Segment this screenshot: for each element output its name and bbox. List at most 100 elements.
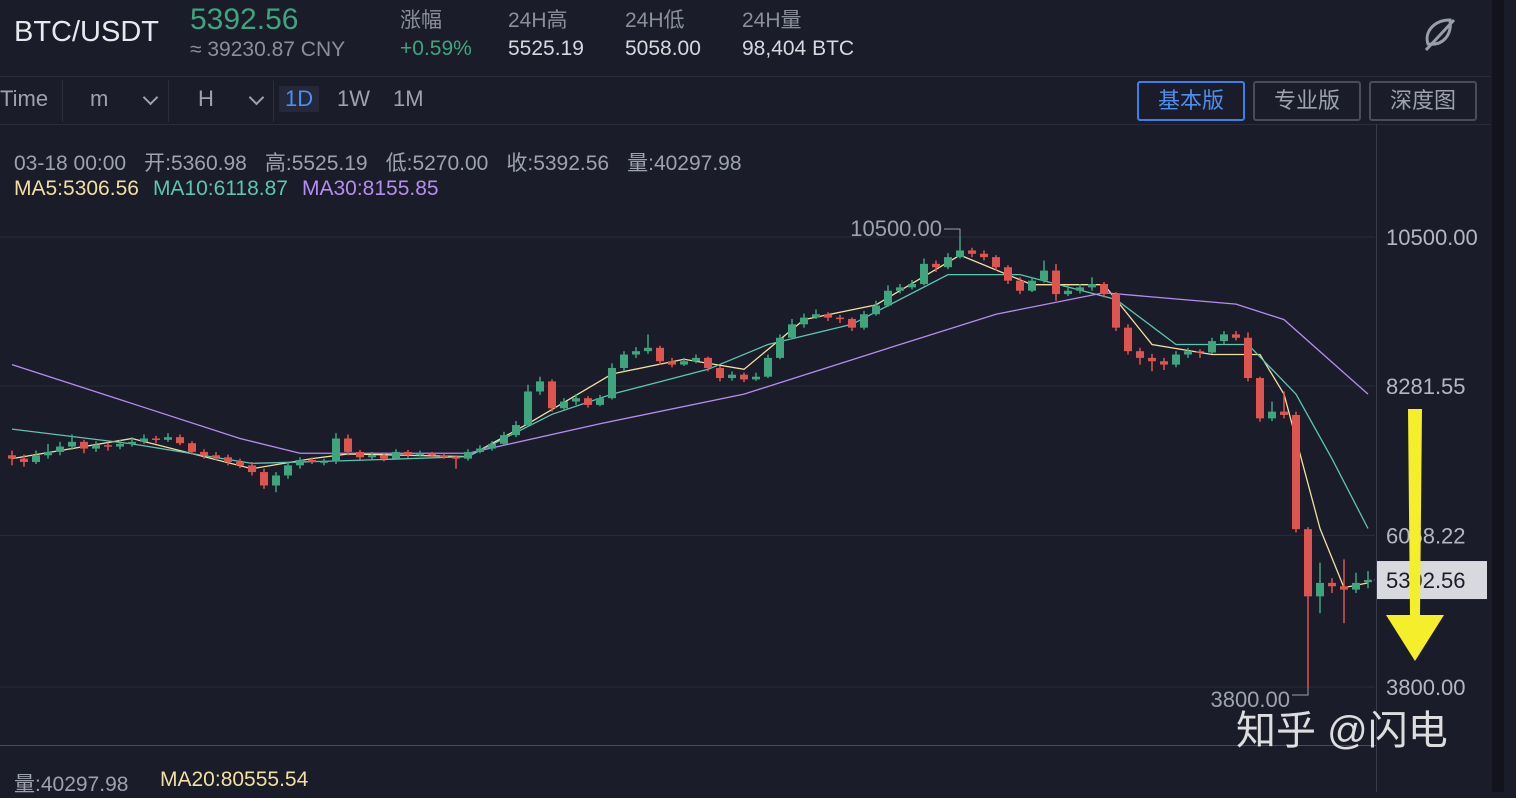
- interval-button[interactable]: H: [198, 86, 214, 111]
- pane-divider: [0, 745, 1376, 746]
- interval-button[interactable]: 1D: [279, 86, 320, 112]
- candle-body: [416, 453, 424, 456]
- candle-body: [1160, 361, 1168, 365]
- last-price-label: 5392.56: [1386, 568, 1466, 593]
- scrollbar: [1492, 0, 1504, 792]
- candle-body: [68, 441, 76, 447]
- candle-body: [1124, 327, 1132, 352]
- info-item: 收:5392.56: [506, 152, 610, 175]
- candle-body: [332, 438, 340, 462]
- ma-line: [11, 292, 1369, 454]
- candle-body: [308, 459, 316, 462]
- candle-body: [272, 475, 280, 486]
- settings-icon[interactable]: [1420, 14, 1460, 54]
- candle-body: [224, 457, 232, 462]
- candle-body: [176, 437, 184, 444]
- candle-body: [992, 257, 1000, 268]
- candle-body: [932, 263, 940, 268]
- candle-body: [524, 391, 532, 426]
- candle-body: [1364, 580, 1372, 583]
- candle-body: [404, 451, 412, 456]
- divider: [0, 76, 1490, 77]
- candle-body: [1316, 582, 1324, 597]
- candle-body: [560, 401, 568, 409]
- candle-body: [1088, 284, 1096, 288]
- candle-body: [752, 376, 760, 380]
- candle-body: [872, 305, 880, 315]
- candle-body: [1232, 334, 1240, 338]
- candle-body: [140, 438, 148, 442]
- candle-body: [440, 455, 448, 457]
- candle-body: [344, 438, 352, 452]
- candle-body: [476, 448, 484, 452]
- candle-body: [236, 462, 244, 466]
- candle-body: [728, 374, 736, 379]
- candle-body: [1196, 351, 1204, 353]
- candle-body: [1040, 270, 1048, 281]
- candle-body: [1004, 267, 1012, 281]
- candle-body: [980, 253, 988, 258]
- last-price-box: [1377, 561, 1487, 600]
- candle-body: [848, 318, 856, 328]
- candle-body: [188, 443, 196, 452]
- candle-body: [1064, 290, 1072, 295]
- axis-divider: [1376, 124, 1377, 792]
- candle-body: [464, 451, 472, 459]
- candle-body: [692, 357, 700, 362]
- ma-line: [11, 254, 1369, 589]
- interval-button[interactable]: Time: [0, 86, 49, 111]
- candle-body: [152, 438, 160, 440]
- candle-body: [1016, 280, 1024, 291]
- candle-body: [824, 314, 832, 318]
- stat-value: 98,404 BTC: [742, 37, 855, 60]
- candle-body: [1136, 351, 1144, 358]
- candle-body: [1328, 582, 1336, 587]
- info-item: 高:5525.19: [264, 152, 368, 175]
- candle-body: [812, 314, 820, 318]
- candle-body: [116, 443, 124, 447]
- watermark: 知乎 @闪电: [1236, 709, 1448, 753]
- info-item: 低:5270.00: [385, 152, 489, 175]
- candle-body: [1304, 529, 1312, 597]
- candle-body: [320, 461, 328, 463]
- stat-label: 涨幅: [400, 9, 442, 32]
- candle-body: [944, 257, 952, 268]
- candle-body: [1256, 378, 1264, 419]
- candle-body: [20, 458, 28, 462]
- separator: [168, 80, 169, 122]
- candle-body: [200, 451, 208, 456]
- y-tick-label: 3800.00: [1386, 675, 1466, 700]
- candle-body: [740, 374, 748, 380]
- legend-entry: MA30:8155.85: [301, 177, 439, 200]
- stat-value: 5058.00: [625, 37, 701, 60]
- candle-body: [800, 317, 808, 325]
- candle-body: [1112, 294, 1120, 328]
- ma-line: [11, 273, 1369, 529]
- view-button[interactable]: 专业版: [1253, 81, 1361, 121]
- candle-body: [680, 361, 688, 365]
- candle-body: [488, 443, 496, 449]
- view-button[interactable]: 深度图: [1369, 81, 1477, 121]
- view-button[interactable]: 基本版: [1137, 81, 1245, 121]
- separator: [62, 80, 63, 122]
- interval-button[interactable]: m: [90, 86, 109, 111]
- candle-body: [1280, 411, 1288, 415]
- candle-body: [56, 446, 64, 452]
- interval-button[interactable]: 1W: [337, 86, 370, 111]
- candle-body: [164, 437, 172, 440]
- stat-value: 5525.19: [508, 37, 584, 60]
- max-pointer: [944, 228, 961, 237]
- arrow: [1386, 409, 1444, 661]
- candle-body: [644, 347, 652, 352]
- interval-button[interactable]: 1M: [393, 86, 424, 111]
- divider: [0, 124, 1490, 125]
- candle-body: [596, 398, 604, 405]
- cny-price: ≈ 39230.87 CNY: [190, 38, 346, 61]
- volume-label: 量:40297.98: [14, 773, 129, 796]
- candle-body: [44, 451, 52, 456]
- candle-body: [1208, 341, 1216, 353]
- candle-body: [80, 441, 88, 449]
- candle-body: [572, 398, 580, 402]
- candle-body: [368, 455, 376, 458]
